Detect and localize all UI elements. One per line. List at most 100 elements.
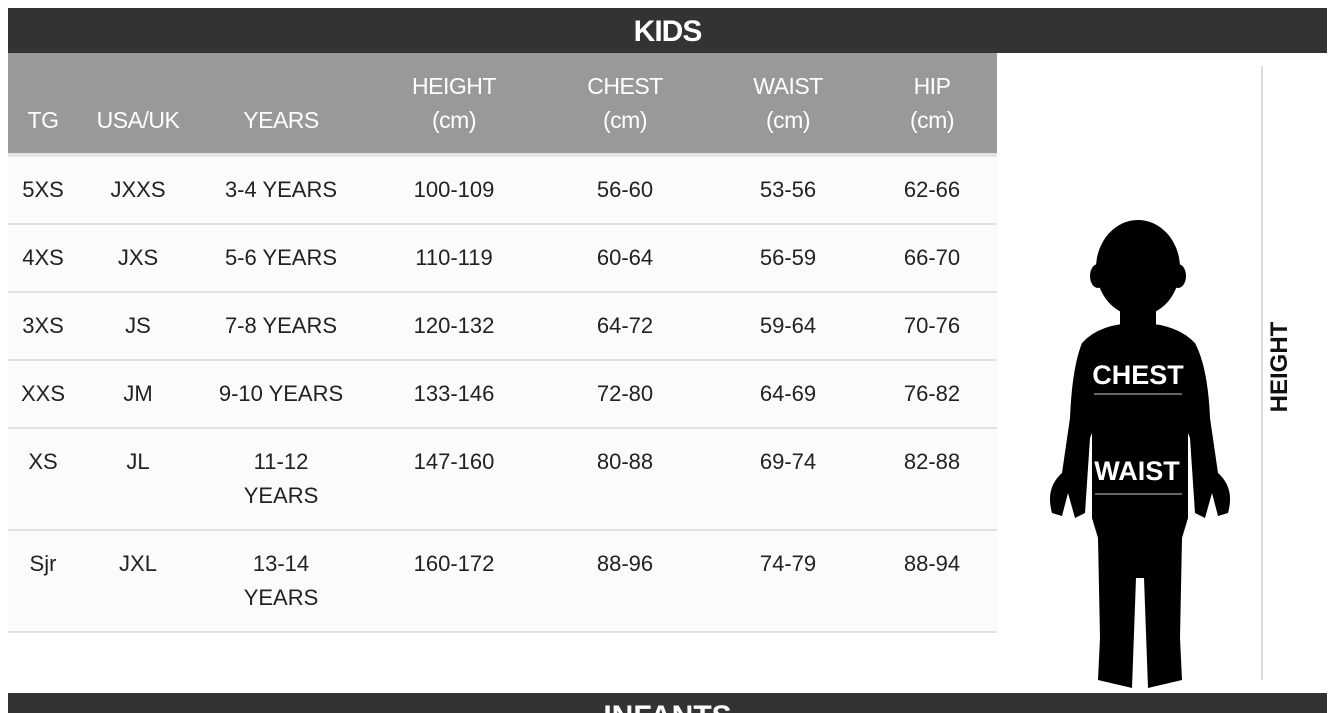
height-measure-line <box>1261 66 1263 680</box>
chest-label: CHEST <box>1092 360 1184 390</box>
cell-hip: 66-70 <box>904 241 960 275</box>
column-header-years: YEARS <box>243 69 319 137</box>
cell-height: 147-160 <box>414 445 495 479</box>
column-header-tg: TG <box>28 69 59 137</box>
cell-height: 160-172 <box>414 547 495 581</box>
cell-years: 11-12 YEARS <box>244 445 319 513</box>
height-label: HEIGHT <box>1266 321 1293 413</box>
column-header-waist: WAIST (cm) <box>753 69 823 137</box>
cell-waist: 53-56 <box>760 173 816 207</box>
next-section-title: INFANTS <box>603 700 731 713</box>
cell-tg: XXS <box>21 377 65 411</box>
cell-text: 7-8 YEARS <box>224 313 338 338</box>
cell-waist: 74-79 <box>760 547 816 581</box>
column-header-line1: HIP <box>913 73 951 99</box>
cell-text: XXS <box>20 381 66 406</box>
cell-years: 7-8 YEARS <box>225 309 337 343</box>
table-row: 3XS JS 7-8 YEARS 120-132 64-72 59-64 70-76 <box>8 293 997 361</box>
cell-text: 76-82 <box>903 381 961 406</box>
cell-text: 110-119 <box>415 245 493 270</box>
cell-years: 5-6 YEARS <box>225 241 337 275</box>
cell-tg: 4XS <box>22 241 64 275</box>
cell-usa-uk: JXS <box>118 241 158 275</box>
cell-text: 3XS <box>22 313 64 338</box>
cell-chest: 80-88 <box>597 445 653 479</box>
cell-tg: 5XS <box>22 173 64 207</box>
cell-waist: 64-69 <box>760 377 816 411</box>
cell-text: 56-59 <box>759 245 817 270</box>
cell-text: 60-64 <box>596 245 654 270</box>
cell-text: 64-69 <box>759 381 817 406</box>
cell-years: 13-14 YEARS <box>244 547 319 615</box>
table-row: XXS JM 9-10 YEARS 133-146 72-80 64-69 76-82 <box>8 361 997 429</box>
cell-waist: 69-74 <box>760 445 816 479</box>
cell-usa-uk: JL <box>126 445 149 479</box>
cell-tg: XS <box>28 445 57 479</box>
section-title: KIDS <box>633 15 703 48</box>
cell-text: 133-146 <box>413 381 495 406</box>
header-divider <box>8 153 997 157</box>
cell-text: 147-160 <box>413 449 495 474</box>
cell-text-line2: YEARS <box>243 483 319 508</box>
column-header-line1: WAIST <box>753 73 823 99</box>
cell-chest: 64-72 <box>597 309 653 343</box>
cell-text: JXL <box>119 551 157 576</box>
table-header: TG USA/UK YEARS HEIGHT (cm) CHEST (cm) WAIST (cm… <box>8 53 997 153</box>
cell-text: JXS <box>117 245 159 270</box>
cell-text: 4XS <box>22 245 64 270</box>
cell-text: JL <box>126 449 150 474</box>
cell-text: 100-109 <box>413 177 495 202</box>
cell-height: 133-146 <box>414 377 495 411</box>
cell-text: Sjr <box>29 551 57 576</box>
cell-tg: Sjr <box>30 547 57 581</box>
cell-chest: 72-80 <box>597 377 653 411</box>
cell-waist: 59-64 <box>760 309 816 343</box>
cell-hip: 70-76 <box>904 309 960 343</box>
waist-label: WAIST <box>1094 456 1180 486</box>
child-silhouette-figure: CHEST WAIST <box>1040 218 1240 698</box>
cell-chest: 88-96 <box>597 547 653 581</box>
table-row: 4XS JXS 5-6 YEARS 110-119 60-64 56-59 66-70 <box>8 225 997 293</box>
column-header-usa-uk: USA/UK <box>97 69 180 137</box>
cell-text-line2: YEARS <box>243 585 319 610</box>
cell-hip: 88-94 <box>904 547 960 581</box>
cell-text: JM <box>123 381 153 406</box>
cell-chest: 60-64 <box>597 241 653 275</box>
cell-chest: 56-60 <box>597 173 653 207</box>
column-header-line2: (cm) <box>432 107 476 133</box>
cell-text: 62-66 <box>903 177 961 202</box>
cell-text: 53-56 <box>759 177 817 202</box>
column-header-line2: (cm) <box>910 107 954 133</box>
cell-text: 5-6 YEARS <box>224 245 338 270</box>
cell-usa-uk: JM <box>123 377 152 411</box>
cell-text: 11-12 <box>253 449 309 474</box>
cell-height: 120-132 <box>414 309 495 343</box>
cell-text: 70-76 <box>903 313 961 338</box>
table-row: 5XS JXXS 3-4 YEARS 100-109 56-60 53-56 62-66 <box>8 157 997 225</box>
column-header-height: HEIGHT (cm) <box>412 69 496 137</box>
cell-text: XS <box>28 449 58 474</box>
cell-height: 110-119 <box>415 241 492 275</box>
cell-text: 69-74 <box>759 449 817 474</box>
cell-usa-uk: JXXS <box>110 173 165 207</box>
table-row: Sjr JXL 13-14 YEARS 160-172 88-96 74-79 88-94 <box>8 531 997 633</box>
cell-waist: 56-59 <box>760 241 816 275</box>
cell-text: 88-94 <box>903 551 961 576</box>
cell-text: 9-10 YEARS <box>218 381 344 406</box>
cell-text: 13-14 <box>252 551 310 576</box>
cell-text: 74-79 <box>759 551 817 576</box>
cell-text: 66-70 <box>903 245 961 270</box>
cell-text: 72-80 <box>596 381 654 406</box>
cell-text: 120-132 <box>413 313 495 338</box>
cell-text: 56-60 <box>596 177 654 202</box>
column-header-line1: CHEST <box>587 73 663 99</box>
table-row: XS JL 11-12 YEARS 147-160 80-88 69-74 82-88 <box>8 429 997 531</box>
column-header-hip: HIP (cm) <box>910 69 954 137</box>
column-header-line1: HEIGHT <box>412 73 496 99</box>
column-header-line2: YEARS <box>243 107 319 133</box>
cell-text: JS <box>125 313 151 338</box>
column-header-chest: CHEST (cm) <box>587 69 663 137</box>
column-header-line2: (cm) <box>603 107 647 133</box>
column-header-line1 <box>28 69 59 103</box>
cell-text: JXXS <box>110 177 166 202</box>
